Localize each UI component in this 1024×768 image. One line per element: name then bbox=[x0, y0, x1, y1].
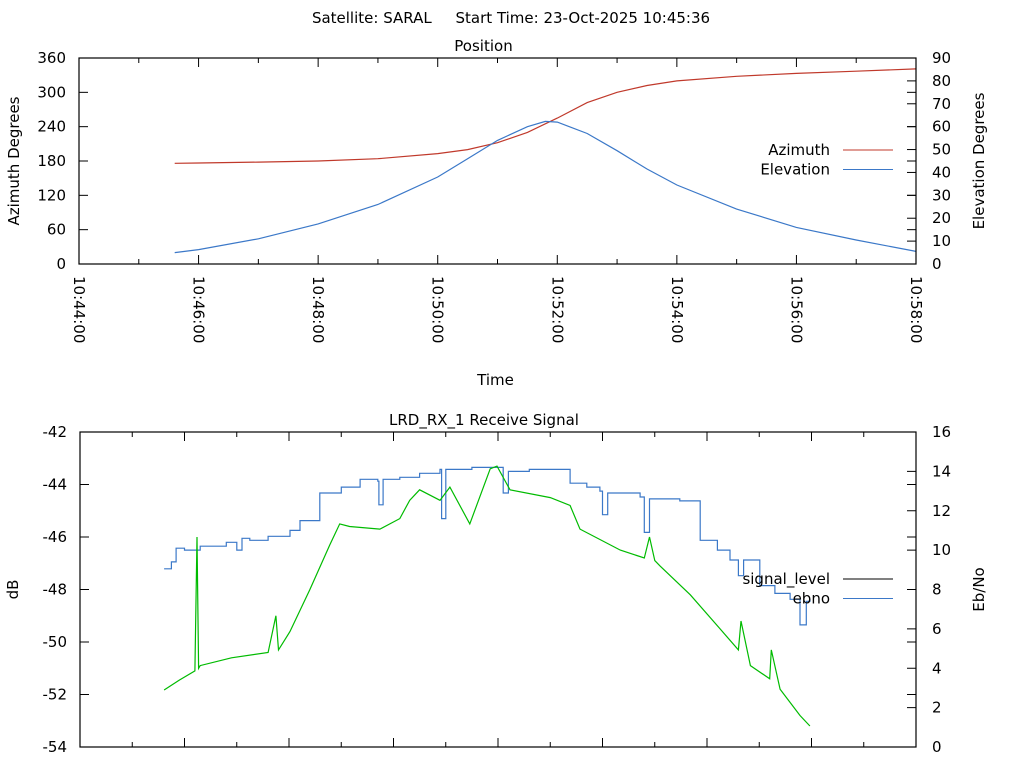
plot-frame bbox=[79, 431, 917, 748]
y2-tick-label: 0 bbox=[932, 738, 942, 756]
legend-label: ebno bbox=[793, 590, 830, 608]
y-tick-label: 300 bbox=[37, 83, 66, 101]
y2-axis-label: Elevation Degrees bbox=[970, 92, 988, 229]
y2-tick-label: 8 bbox=[932, 581, 942, 599]
y2-axis-label: Eb/No bbox=[970, 567, 988, 611]
x-tick-label: 10:44:00 bbox=[70, 276, 88, 343]
legend-label: Azimuth bbox=[768, 141, 830, 159]
y2-tick-label: 30 bbox=[932, 186, 951, 204]
y2-tick-label: 70 bbox=[932, 95, 951, 113]
x-axis-label: Time bbox=[476, 371, 514, 389]
y2-tick-label: 0 bbox=[932, 255, 942, 273]
y-tick-label: -54 bbox=[43, 738, 68, 756]
y-tick-label: -48 bbox=[43, 581, 68, 599]
series-line-elevation bbox=[174, 120, 917, 254]
y2-tick-label: 50 bbox=[932, 141, 951, 159]
y2-tick-label: 10 bbox=[932, 232, 951, 250]
y-tick-label: 240 bbox=[37, 118, 66, 136]
x-tick-label: 10:56:00 bbox=[787, 276, 805, 343]
receive-signal-chart: LRD_RX_1 Receive Signal -54 -52 -50 -48 -46 -4… bbox=[4, 411, 988, 756]
y-tick-label: -44 bbox=[43, 476, 68, 494]
y-tick-label: 0 bbox=[56, 255, 66, 273]
y-tick-label: 120 bbox=[37, 186, 66, 204]
main-title: Satellite: SARAL Start Time: 23-Oct-2025… bbox=[312, 9, 710, 27]
y-tick-label: -46 bbox=[43, 528, 68, 546]
x-tick-label: 10:58:00 bbox=[907, 276, 925, 343]
x-tick-label: 10:54:00 bbox=[668, 276, 686, 343]
legend-label: Elevation bbox=[760, 161, 830, 179]
y2-tick-label: 20 bbox=[932, 209, 951, 227]
chart-title: Position bbox=[454, 37, 512, 55]
series-line-signal-level bbox=[163, 465, 811, 727]
y2-tick-label: 4 bbox=[932, 659, 942, 677]
y-tick-label: -50 bbox=[43, 633, 68, 651]
x-tick-label: 10:48:00 bbox=[309, 276, 327, 343]
plot-frame bbox=[78, 57, 917, 265]
x-tick-label: 10:50:00 bbox=[429, 276, 447, 343]
y2-tick-label: 40 bbox=[932, 163, 951, 181]
y2-tick-label: 6 bbox=[932, 620, 942, 638]
y2-tick-label: 10 bbox=[932, 541, 951, 559]
y2-tick-label: 16 bbox=[932, 423, 951, 441]
y2-tick-label: 2 bbox=[932, 699, 942, 717]
y2-tick-label: 90 bbox=[932, 49, 951, 67]
series-line-azimuth bbox=[174, 68, 917, 164]
y-axis-label: dB bbox=[4, 580, 22, 600]
x-tick-label: 10:52:00 bbox=[548, 276, 566, 343]
y-tick-label: 360 bbox=[37, 49, 66, 67]
y2-tick-label: 60 bbox=[932, 118, 951, 136]
y2-tick-label: 80 bbox=[932, 72, 951, 90]
y-tick-label: -42 bbox=[43, 423, 68, 441]
y-axis-label: Azimuth Degrees bbox=[5, 96, 23, 225]
series-line-ebno bbox=[164, 466, 811, 626]
y2-tick-label: 12 bbox=[932, 502, 951, 520]
y-tick-label: -52 bbox=[43, 686, 68, 704]
y2-tick-label: 14 bbox=[932, 462, 951, 480]
chart-title: LRD_RX_1 Receive Signal bbox=[389, 411, 579, 430]
y-tick-label: 60 bbox=[47, 221, 66, 239]
position-chart: Position 0 60 120 180 240 300 360 0 10 20 30 40 50 60 7… bbox=[5, 37, 988, 389]
y-tick-label: 180 bbox=[37, 152, 66, 170]
x-tick-label: 10:46:00 bbox=[190, 276, 208, 343]
legend-label: signal_level bbox=[742, 570, 830, 589]
